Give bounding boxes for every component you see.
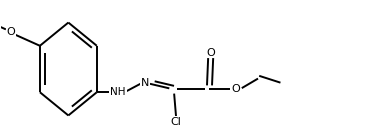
- Text: Cl: Cl: [171, 117, 182, 127]
- Text: O: O: [7, 27, 15, 37]
- Text: O: O: [232, 84, 240, 95]
- Text: NH: NH: [110, 87, 126, 97]
- Text: O: O: [206, 48, 215, 58]
- Text: N: N: [141, 78, 149, 88]
